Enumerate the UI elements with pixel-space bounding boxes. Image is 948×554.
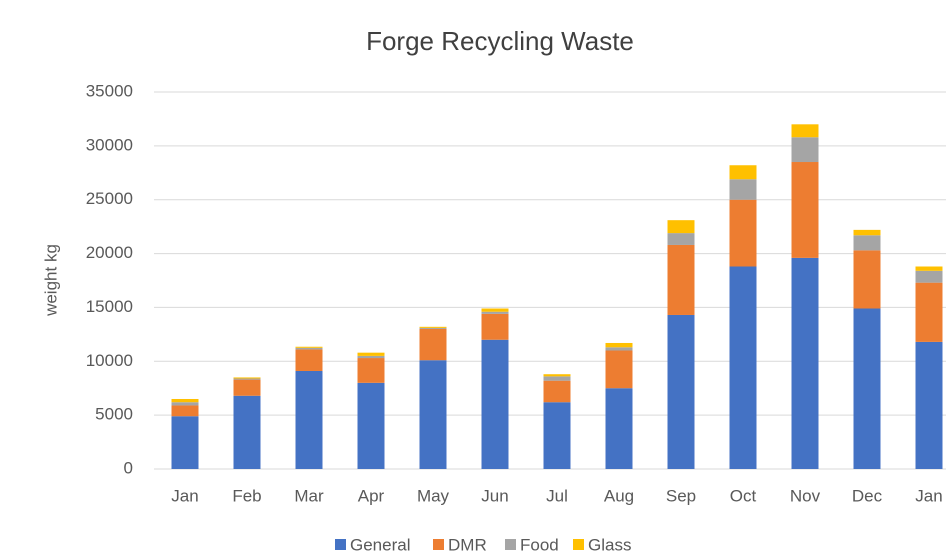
bar-segment (171, 405, 199, 417)
bar-segment (853, 250, 881, 309)
y-tick-label: 25000 (86, 189, 133, 208)
legend-label: Glass (588, 535, 631, 554)
bar-segment (915, 266, 943, 271)
bar-segment (295, 347, 323, 350)
bar-segment (791, 124, 819, 138)
bar-segment (915, 270, 943, 283)
bar-segment (357, 358, 385, 383)
y-axis-label: weight kg (41, 244, 60, 317)
x-tick-label: Jun (481, 486, 508, 505)
bar-segment (791, 162, 819, 258)
bar-segment (233, 378, 261, 380)
bar-segment (233, 379, 261, 396)
legend-swatch (573, 539, 584, 550)
bar-segment (171, 416, 199, 469)
bar-segment (171, 398, 199, 403)
bar-segment (729, 266, 757, 469)
bar-segment (481, 313, 509, 340)
bar-segment (481, 308, 509, 312)
y-tick-label: 35000 (86, 81, 133, 100)
bar-segment (357, 352, 385, 356)
y-tick-label: 10000 (86, 351, 133, 370)
bar-segment (233, 377, 261, 379)
y-tick-label: 0 (124, 458, 133, 477)
bar-segment (791, 257, 819, 469)
bar-segment (233, 395, 261, 469)
bar-segment (915, 282, 943, 342)
bar-segment (853, 235, 881, 251)
x-tick-label: Jan (915, 486, 942, 505)
bar-segment (853, 308, 881, 469)
bar-segment (357, 382, 385, 469)
x-tick-label: Nov (790, 486, 821, 505)
y-tick-label: 20000 (86, 243, 133, 262)
bar-segment (543, 380, 571, 403)
x-tick-label: Dec (852, 486, 883, 505)
x-tick-label: Jan (171, 486, 198, 505)
bar-segment (667, 233, 695, 245)
x-tick-label: May (417, 486, 450, 505)
legend-swatch (505, 539, 516, 550)
bar-segment (605, 342, 633, 348)
legend-swatch (335, 539, 346, 550)
y-tick-label: 5000 (95, 405, 133, 424)
y-tick-label: 15000 (86, 297, 133, 316)
legend-swatch (433, 539, 444, 550)
bar-segment (295, 370, 323, 469)
x-tick-label: Oct (730, 486, 757, 505)
bar-segment (667, 220, 695, 234)
bar-segment (729, 165, 757, 180)
bar-segment (729, 199, 757, 267)
bar-segment (853, 229, 881, 236)
chart-title: Forge Recycling Waste (366, 26, 634, 56)
bar-segment (357, 355, 385, 359)
bar-segment (729, 179, 757, 200)
x-tick-label: Jul (546, 486, 568, 505)
x-tick-label: Mar (294, 486, 324, 505)
bar-segment (481, 311, 509, 314)
bar-segment (543, 374, 571, 377)
bar-segment (295, 346, 323, 348)
bar-segment (419, 326, 447, 328)
legend-label: Food (520, 535, 559, 554)
bar-segment (915, 341, 943, 469)
legend-label: DMR (448, 535, 487, 554)
bar-segment (605, 388, 633, 469)
y-tick-label: 30000 (86, 135, 133, 154)
bar-segment (667, 314, 695, 469)
x-tick-label: Feb (232, 486, 261, 505)
x-tick-label: Apr (358, 486, 385, 505)
bar-segment (295, 349, 323, 371)
x-tick-label: Aug (604, 486, 634, 505)
bar-segment (791, 137, 819, 163)
bar-segment (481, 339, 509, 469)
bar-segment (605, 347, 633, 351)
x-tick-label: Sep (666, 486, 696, 505)
bar-segment (419, 327, 447, 329)
legend-label: General (350, 535, 410, 554)
bar-segment (667, 244, 695, 315)
bar-segment (605, 350, 633, 389)
bar-segment (543, 376, 571, 381)
bar-segment (171, 402, 199, 406)
bar-segment (419, 328, 447, 361)
bar-segment (419, 360, 447, 469)
bar-segment (543, 402, 571, 469)
